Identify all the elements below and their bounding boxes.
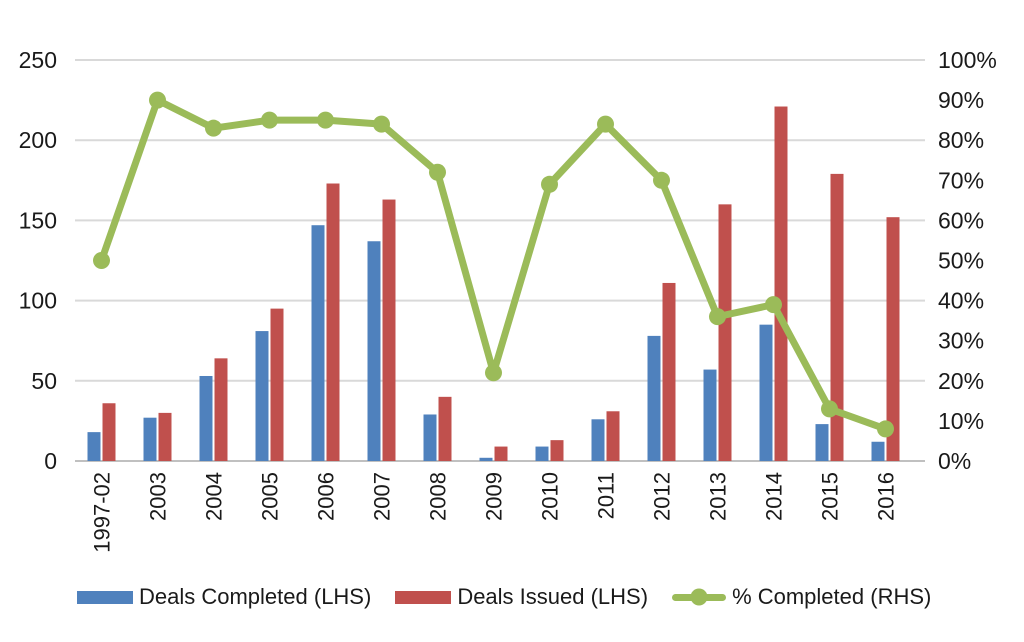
left-axis-tick-label: 100 <box>19 288 57 314</box>
x-axis-label-2007: 2007 <box>370 472 395 521</box>
x-axis-label-2004: 2004 <box>202 472 227 521</box>
pct-completed-marker-2016 <box>877 420 894 438</box>
right-axis-tick-label: 100% <box>938 47 997 73</box>
bar-deals-completed-2013 <box>703 369 717 461</box>
deals-issued-bar-swatch <box>395 590 452 604</box>
pct-completed-marker-2006 <box>317 111 334 129</box>
bar-deals-issued-2011 <box>606 411 620 461</box>
bar-deals-issued-2005 <box>270 308 284 461</box>
x-axis-label-2008: 2008 <box>426 472 451 521</box>
bar-deals-issued-2007 <box>382 199 396 461</box>
right-axis-tick-label: 90% <box>938 87 984 113</box>
right-axis-tick-label: 10% <box>938 408 984 434</box>
pct-completed-marker-2007 <box>373 115 390 133</box>
bar-deals-issued-2014 <box>774 106 788 462</box>
x-axis-label-2015: 2015 <box>818 472 843 521</box>
left-axis-tick-label: 150 <box>19 207 57 233</box>
bar-deals-issued-2008 <box>438 396 452 461</box>
bar-deals-completed-2006 <box>311 225 325 461</box>
bar-deals-completed-2012 <box>647 335 661 461</box>
pct-completed-marker-2010 <box>541 175 558 193</box>
pct-completed-marker-2012 <box>653 171 670 189</box>
pct-completed-marker-2013 <box>709 308 726 326</box>
bar-deals-completed-1997-02 <box>87 432 101 461</box>
x-axis-label-2009: 2009 <box>482 472 507 521</box>
legend-item-pct-completed: % Completed (RHS) <box>672 584 931 610</box>
x-axis-label-2016: 2016 <box>874 472 899 521</box>
pct-completed-marker-2009 <box>485 364 502 382</box>
left-axis-tick-label: 50 <box>31 368 57 394</box>
bar-deals-issued-2009 <box>494 446 508 461</box>
bar-deals-issued-1997-02 <box>102 403 116 461</box>
x-axis-label-2006: 2006 <box>314 472 339 521</box>
bar-deals-completed-2015 <box>815 424 829 461</box>
pct-completed-marker-2008 <box>429 163 446 181</box>
bar-deals-issued-2004 <box>214 358 228 461</box>
pct-completed-marker-2015 <box>821 400 838 418</box>
legend-label-pct-completed: % Completed (RHS) <box>732 584 932 609</box>
left-axis-tick-label: 200 <box>19 127 57 153</box>
bar-deals-completed-2009 <box>479 457 493 461</box>
legend-item-deals-issued: Deals Issued (LHS) <box>395 584 648 610</box>
pct-completed-marker-1997-02 <box>93 252 110 269</box>
x-axis-label-2003: 2003 <box>146 472 171 521</box>
deals-completed-bar-swatch <box>77 590 133 604</box>
x-axis-label-2011: 2011 <box>594 472 619 519</box>
bar-deals-issued-2015 <box>830 173 844 461</box>
pct-completed-marker-2014 <box>765 296 782 314</box>
pct-completed-marker-2011 <box>597 115 614 133</box>
pct-completed-marker-2003 <box>149 91 166 109</box>
right-axis-tick-label: 20% <box>938 368 984 394</box>
legend-item-deals-completed: Deals Completed (LHS) <box>77 584 371 610</box>
bar-deals-issued-2012 <box>662 282 676 461</box>
bar-deals-completed-2010 <box>535 446 549 461</box>
combo-chart: 0 50 100 150 200 250 0% 10% 20% 30% 40% 50% 60% 70% 80… <box>19 47 997 553</box>
bar-deals-issued-2010 <box>550 440 564 461</box>
bar-deals-completed-2004 <box>199 375 213 461</box>
bar-deals-completed-2008 <box>423 414 437 461</box>
bar-deals-completed-2003 <box>143 417 157 461</box>
x-axis-label-1997-02: 1997-02 <box>90 472 115 553</box>
right-axis-tick-label: 50% <box>938 248 984 274</box>
right-axis-tick-label: 60% <box>938 207 984 233</box>
bar-deals-issued-2003 <box>158 412 172 461</box>
bar-deals-completed-2016 <box>871 441 885 461</box>
pct-completed-marker-2004 <box>205 119 222 137</box>
x-axis-label-2013: 2013 <box>706 472 731 521</box>
bar-deals-completed-2014 <box>759 324 773 461</box>
bar-deals-issued-2006 <box>326 183 340 461</box>
right-axis-tick-label: 30% <box>938 328 984 354</box>
left-axis-tick-label: 250 <box>19 47 57 73</box>
x-axis-label-2012: 2012 <box>650 472 675 521</box>
chart-legend: Deals Completed (LHS) Deals Issued (LHS)… <box>77 584 931 610</box>
x-axis-label-2005: 2005 <box>258 472 283 521</box>
bar-deals-issued-2013 <box>718 204 732 462</box>
bar-deals-completed-2005 <box>255 331 269 461</box>
bar-deals-issued-2016 <box>886 217 900 461</box>
bar-deals-completed-2011 <box>591 419 605 461</box>
legend-label-deals-issued: Deals Issued (LHS) <box>457 584 649 609</box>
right-axis-tick-label: 80% <box>938 127 984 153</box>
right-axis-tick-label: 40% <box>938 288 984 314</box>
pct-completed-marker-2005 <box>261 111 278 129</box>
right-axis-tick-label: 0% <box>938 448 971 474</box>
bar-deals-completed-2007 <box>367 241 381 461</box>
right-axis-tick-label: 70% <box>938 167 984 193</box>
pct-completed-marker-icon <box>690 588 708 606</box>
legend-label-deals-completed: Deals Completed (LHS) <box>139 584 372 609</box>
x-axis-label-2010: 2010 <box>538 472 563 521</box>
x-axis-label-2014: 2014 <box>762 472 787 521</box>
pct-completed-line-swatch <box>672 588 727 606</box>
left-axis-tick-label: 0 <box>44 448 57 474</box>
